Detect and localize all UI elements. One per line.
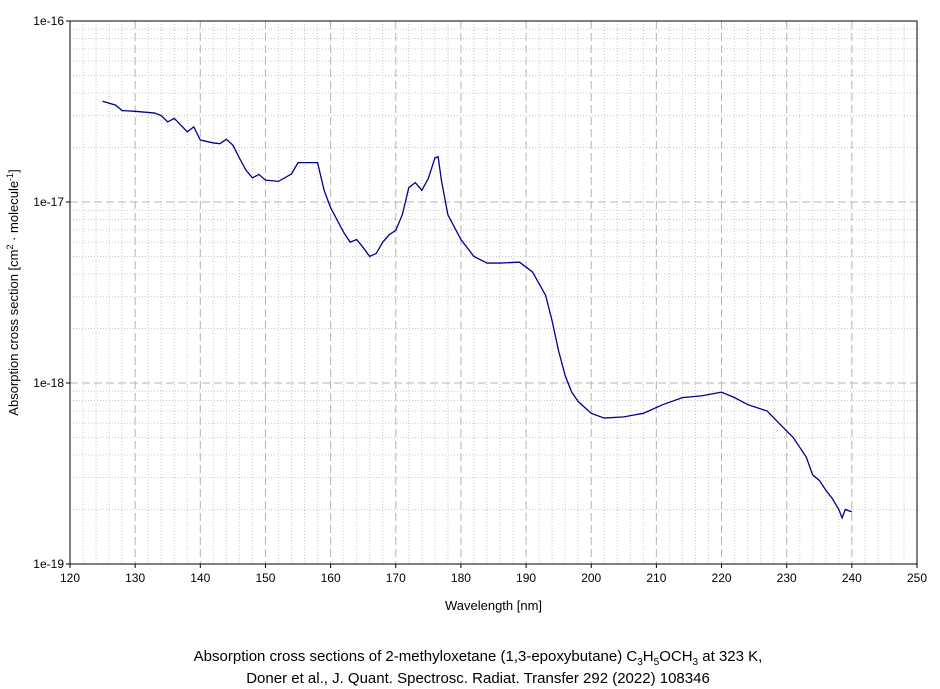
plot-area [70, 21, 917, 564]
x-tick-label: 240 [842, 571, 862, 585]
y-axis-label-part: 2 [5, 245, 15, 250]
x-tick-label: 160 [321, 571, 341, 585]
caption-part: H [643, 648, 654, 665]
caption-part: OCH [659, 648, 692, 665]
x-tick-label: 120 [60, 571, 80, 585]
y-tick-label: 1e-19 [33, 557, 64, 571]
y-axis-label-part: ] [6, 169, 21, 173]
x-tick-label: 200 [581, 571, 601, 585]
caption-part: Absorption cross sections of 2-methyloxe… [194, 648, 638, 665]
caption: Doner et al., J. Quant. Spectrosc. Radia… [246, 670, 710, 687]
data-line [102, 100, 853, 520]
x-tick-label: 180 [451, 571, 471, 585]
y-tick-label: 1e-17 [33, 195, 64, 209]
y-axis-label-part: · molecule [6, 181, 21, 245]
x-tick-label: 150 [255, 571, 275, 585]
x-tick-label: 210 [646, 571, 666, 585]
caption: Absorption cross sections of 2-methyloxe… [194, 648, 763, 668]
caption-part: 5 [654, 657, 660, 668]
x-tick-label: 140 [190, 571, 210, 585]
x-tick-label: 230 [777, 571, 797, 585]
caption-part: at 323 K, [698, 648, 762, 665]
y-axis-label-part: -1 [5, 173, 15, 181]
y-axis-label-part: Absorption cross section [cm [6, 250, 21, 416]
y-tick-label: 1e-16 [33, 14, 64, 28]
x-tick-label: 250 [907, 571, 927, 585]
x-tick-label: 220 [712, 571, 732, 585]
caption-part: 3 [693, 657, 699, 668]
x-tick-label: 190 [516, 571, 536, 585]
plot-frame [69, 20, 918, 565]
y-tick-label: 1e-18 [33, 376, 64, 390]
caption-part: 3 [637, 657, 643, 668]
x-axis-label: Wavelength [nm] [445, 598, 542, 613]
x-tick-label: 170 [386, 571, 406, 585]
caption-part: Doner et al., J. Quant. Spectrosc. Radia… [246, 670, 710, 687]
y-axis-label: Absorption cross section [cm2 · molecule… [5, 169, 21, 415]
x-tick-label: 130 [125, 571, 145, 585]
